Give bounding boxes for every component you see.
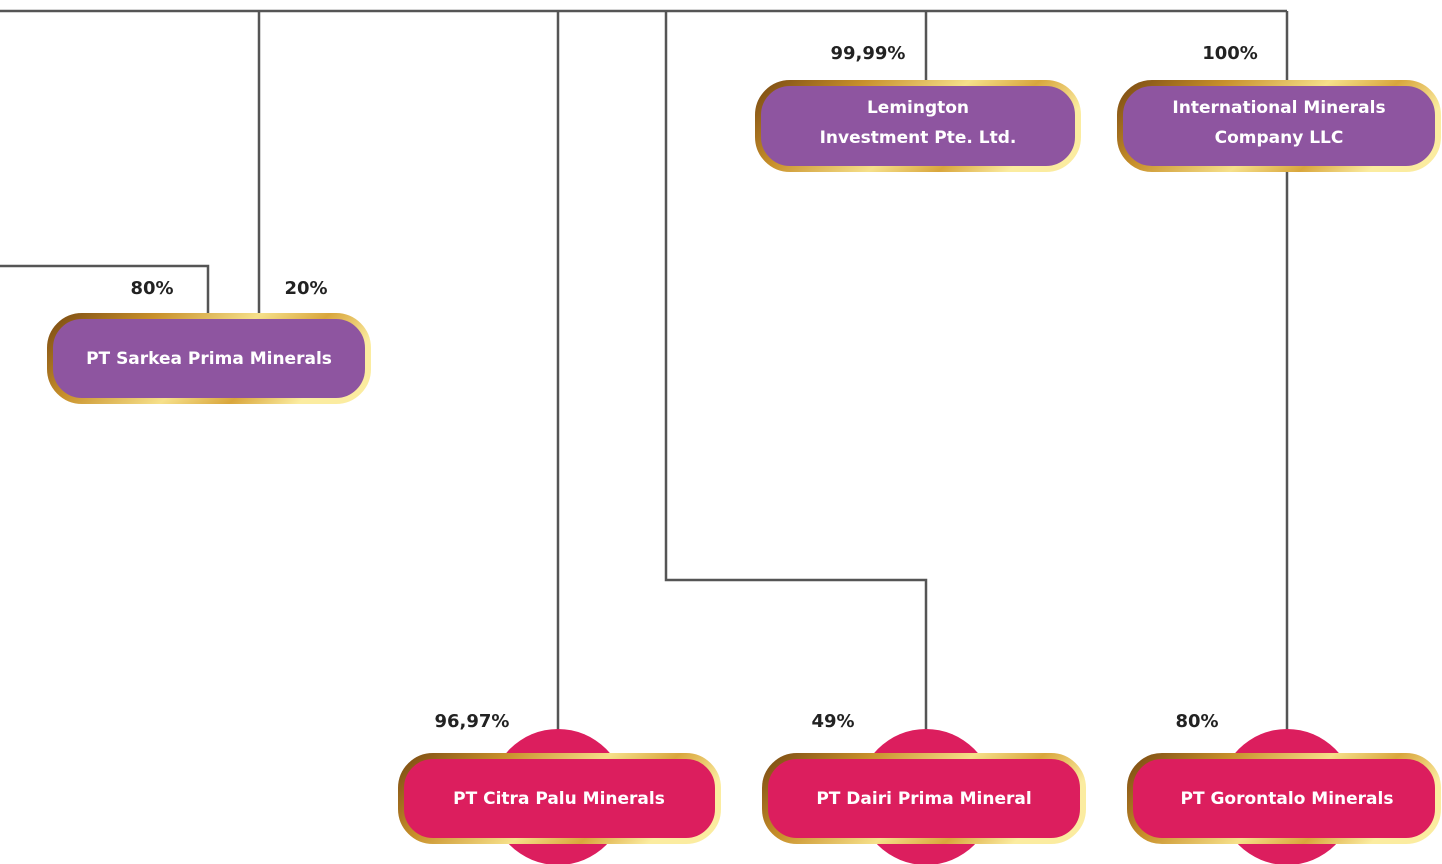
node-box	[755, 80, 1081, 172]
share-label: 99,99%	[831, 43, 906, 64]
node-box	[47, 313, 371, 404]
node-box	[1127, 753, 1441, 844]
node-label: PT Citra Palu Minerals	[453, 789, 665, 809]
share-labels: 99,99% 100% 80% 20% 96,97% 49% 80%	[130, 43, 1257, 732]
node-box	[762, 753, 1086, 844]
node-label: PT Dairi Prima Mineral	[816, 789, 1031, 809]
share-label: 49%	[811, 711, 854, 732]
share-label: 100%	[1202, 43, 1258, 64]
node-label: Lemington	[867, 98, 969, 118]
node-box	[398, 753, 721, 844]
boxes	[47, 80, 1441, 844]
node-label: PT Sarkea Prima Minerals	[86, 349, 332, 369]
node-label: PT Gorontalo Minerals	[1181, 789, 1394, 809]
node-labels: Lemington Investment Pte. Ltd. Internati…	[86, 98, 1393, 809]
share-label: 80%	[1175, 711, 1218, 732]
node-label: Company LLC	[1215, 128, 1344, 148]
connectors	[0, 9, 1289, 740]
share-label: 20%	[284, 278, 327, 299]
node-box	[1117, 80, 1441, 172]
connector	[0, 264, 210, 318]
share-label: 96,97%	[435, 711, 510, 732]
share-label: 80%	[130, 278, 173, 299]
node-label: International Minerals	[1172, 98, 1385, 118]
node-label: Investment Pte. Ltd.	[820, 128, 1017, 148]
connector	[664, 11, 928, 740]
